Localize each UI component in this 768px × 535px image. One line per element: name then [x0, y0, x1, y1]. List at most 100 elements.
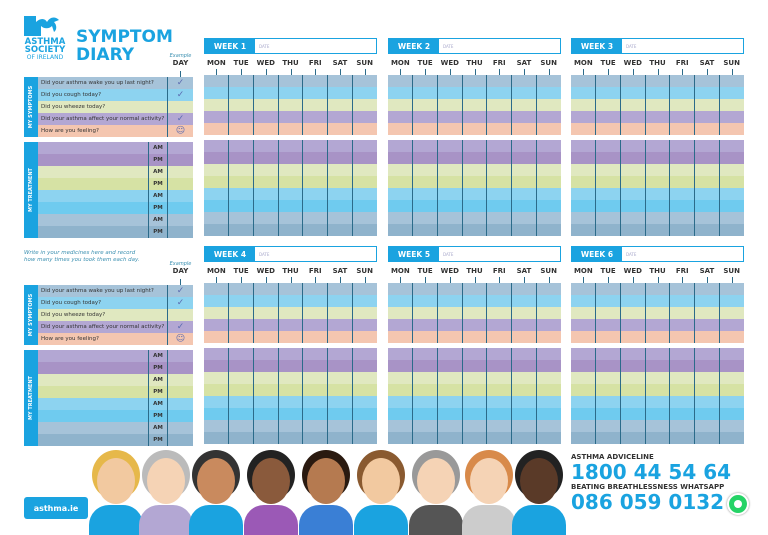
symptom-cell[interactable] [303, 319, 329, 331]
treatment-cell[interactable] [512, 200, 538, 212]
symptom-cell[interactable] [571, 75, 596, 87]
treatment-cell[interactable] [279, 384, 304, 396]
symptom-cell[interactable] [537, 283, 561, 295]
treatment-cell[interactable] [670, 140, 696, 152]
treatment-cell[interactable] [279, 164, 304, 176]
treatment-cell[interactable] [279, 212, 304, 224]
symptom-cell[interactable] [229, 99, 254, 111]
treatment-cell[interactable] [512, 212, 538, 224]
symptom-cell[interactable] [463, 99, 488, 111]
symptom-cell[interactable] [695, 123, 721, 135]
symptom-cell[interactable] [646, 123, 671, 135]
symptom-cell[interactable] [303, 111, 329, 123]
date-field[interactable]: DATE [626, 252, 637, 257]
symptom-cell[interactable] [537, 319, 561, 331]
symptom-cell[interactable] [353, 283, 377, 295]
treatment-cell[interactable] [695, 164, 721, 176]
treatment-cell[interactable] [279, 348, 304, 360]
symptom-cell[interactable] [353, 319, 377, 331]
symptom-cell[interactable] [204, 295, 229, 307]
symptom-cell[interactable] [621, 99, 646, 111]
treatment-cell[interactable] [537, 384, 561, 396]
symptom-cell[interactable] [303, 307, 329, 319]
symptom-cell[interactable] [438, 99, 463, 111]
symptom-cell[interactable] [670, 123, 696, 135]
treatment-cell[interactable] [254, 152, 279, 164]
treatment-cell[interactable] [303, 152, 329, 164]
treatment-cell[interactable] [487, 396, 513, 408]
symptom-cell[interactable] [303, 331, 329, 343]
medicine-name-field[interactable] [38, 142, 148, 154]
medicine-name-field[interactable] [38, 178, 148, 190]
treatment-cell[interactable] [487, 176, 513, 188]
symptom-cell[interactable] [512, 123, 538, 135]
treatment-cell[interactable] [571, 360, 596, 372]
example-cell[interactable] [168, 398, 193, 410]
symptom-cell[interactable] [413, 87, 438, 99]
treatment-cell[interactable] [621, 200, 646, 212]
treatment-cell[interactable] [254, 176, 279, 188]
symptom-cell[interactable] [388, 123, 413, 135]
treatment-cell[interactable] [646, 164, 671, 176]
symptom-cell[interactable] [463, 307, 488, 319]
treatment-cell[interactable] [353, 396, 377, 408]
treatment-cell[interactable] [571, 188, 596, 200]
treatment-cell[interactable] [254, 348, 279, 360]
treatment-cell[interactable] [353, 408, 377, 420]
symptom-cell[interactable] [204, 75, 229, 87]
symptom-cell[interactable] [670, 283, 696, 295]
treatment-cell[interactable] [512, 348, 538, 360]
treatment-cell[interactable] [487, 200, 513, 212]
treatment-cell[interactable] [438, 152, 463, 164]
treatment-cell[interactable] [254, 384, 279, 396]
symptom-cell[interactable] [388, 307, 413, 319]
symptom-cell[interactable] [537, 75, 561, 87]
symptom-cell[interactable] [353, 295, 377, 307]
treatment-cell[interactable] [204, 200, 229, 212]
treatment-cell[interactable] [328, 212, 354, 224]
treatment-cell[interactable] [720, 432, 744, 444]
treatment-cell[interactable] [303, 176, 329, 188]
treatment-cell[interactable] [463, 212, 488, 224]
treatment-cell[interactable] [670, 420, 696, 432]
symptom-cell[interactable] [254, 99, 279, 111]
symptom-cell[interactable] [413, 99, 438, 111]
treatment-cell[interactable] [537, 224, 561, 236]
treatment-cell[interactable] [487, 432, 513, 444]
symptom-cell[interactable] [537, 123, 561, 135]
medicine-name-field[interactable] [38, 202, 148, 214]
treatment-cell[interactable] [353, 432, 377, 444]
symptom-cell[interactable] [229, 307, 254, 319]
symptom-cell[interactable] [353, 331, 377, 343]
symptom-cell[interactable] [537, 99, 561, 111]
treatment-cell[interactable] [695, 372, 721, 384]
symptom-cell[interactable] [537, 295, 561, 307]
treatment-cell[interactable] [720, 360, 744, 372]
treatment-cell[interactable] [487, 360, 513, 372]
symptom-cell[interactable] [413, 331, 438, 343]
symptom-cell[interactable] [328, 87, 354, 99]
symptom-cell[interactable] [388, 99, 413, 111]
treatment-cell[interactable] [229, 200, 254, 212]
symptom-cell[interactable] [279, 99, 304, 111]
treatment-cell[interactable] [413, 140, 438, 152]
symptom-cell[interactable] [438, 331, 463, 343]
symptom-cell[interactable] [512, 99, 538, 111]
treatment-cell[interactable] [720, 408, 744, 420]
treatment-cell[interactable] [512, 140, 538, 152]
symptom-cell[interactable] [204, 283, 229, 295]
treatment-cell[interactable] [646, 152, 671, 164]
treatment-cell[interactable] [279, 420, 304, 432]
treatment-cell[interactable] [621, 176, 646, 188]
symptom-cell[interactable] [720, 319, 744, 331]
symptom-cell[interactable] [328, 99, 354, 111]
treatment-cell[interactable] [512, 224, 538, 236]
symptom-cell[interactable] [596, 123, 621, 135]
treatment-cell[interactable] [571, 348, 596, 360]
treatment-cell[interactable] [537, 164, 561, 176]
treatment-cell[interactable] [388, 432, 413, 444]
symptom-cell[interactable] [621, 331, 646, 343]
symptom-cell[interactable] [512, 295, 538, 307]
treatment-cell[interactable] [571, 200, 596, 212]
symptom-cell[interactable] [413, 111, 438, 123]
